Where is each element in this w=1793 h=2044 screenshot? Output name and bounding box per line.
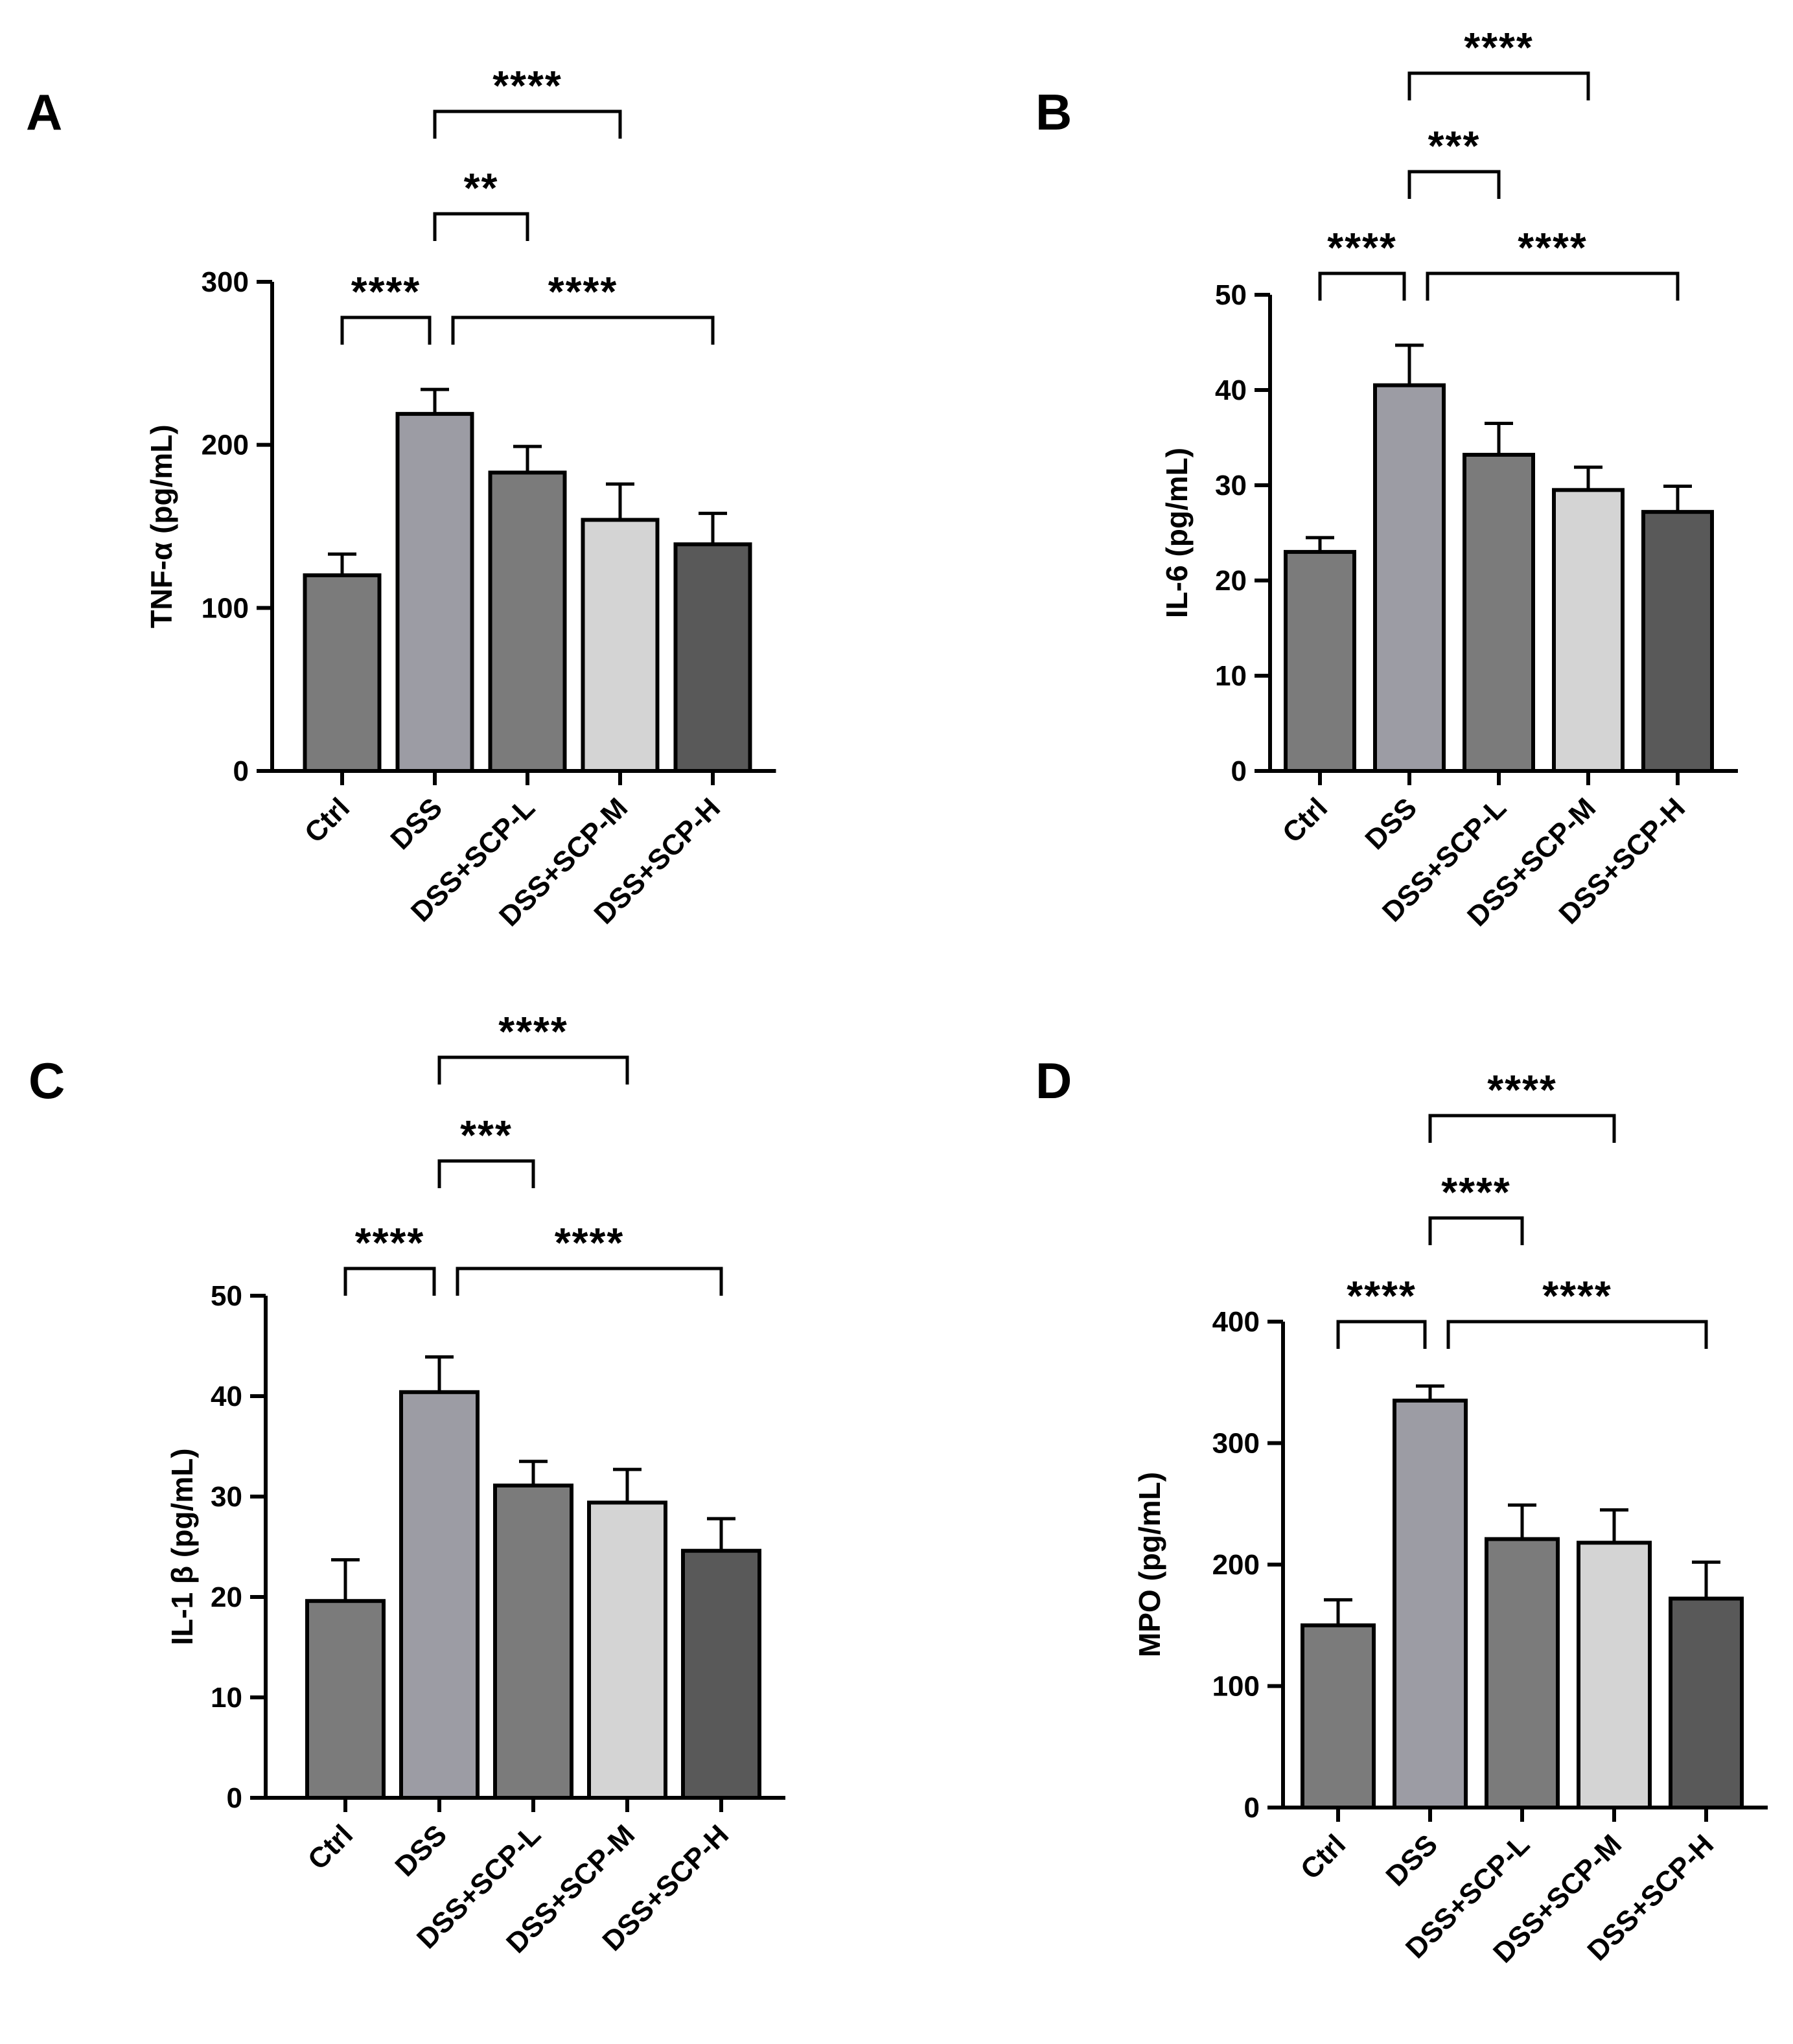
- y-tick-label: 200: [202, 430, 249, 461]
- y-tick-label: 20: [1215, 565, 1247, 597]
- y-tick-label: 200: [1212, 1549, 1260, 1581]
- category-label: Ctrl: [1277, 792, 1334, 849]
- category-label: DSS: [389, 1819, 453, 1883]
- bar-dss: [399, 1390, 480, 1800]
- significance-bracket: [343, 1267, 436, 1296]
- y-tick-label: 300: [1212, 1428, 1260, 1460]
- significance-label: ****: [1327, 224, 1397, 271]
- significance-bracket: [1428, 1216, 1524, 1245]
- y-axis-title: IL-6 (pg/mL): [1160, 448, 1194, 618]
- bar-dss: [395, 411, 474, 773]
- bar-dss-scp-m: [1577, 1541, 1652, 1809]
- significance-label: ****: [492, 62, 562, 109]
- significance-bracket: [451, 316, 715, 345]
- bar-ctrl: [305, 1599, 386, 1800]
- panel-letter: C: [29, 1052, 65, 1109]
- significance-bracket: [1407, 170, 1501, 199]
- significance-label: ****: [1464, 24, 1534, 71]
- y-tick-label: 100: [1212, 1671, 1260, 1703]
- bar-dss: [1393, 1398, 1468, 1809]
- bar-dss-scp-l: [488, 470, 567, 773]
- y-tick-label: 40: [211, 1381, 242, 1412]
- category-label: Ctrl: [302, 1819, 359, 1876]
- category-label: Ctrl: [1295, 1828, 1352, 1885]
- y-tick-label: 0: [233, 755, 249, 787]
- significance-label: ***: [460, 1112, 513, 1158]
- y-axis-title: IL-1 β (pg/mL): [165, 1448, 199, 1645]
- bar-dss-scp-m: [581, 518, 660, 774]
- category-label: DSS: [1380, 1828, 1444, 1892]
- significance-label: ****: [548, 268, 618, 315]
- bar-dss-scp-l: [493, 1483, 573, 1800]
- bar-dss-scp-l: [1485, 1537, 1560, 1809]
- y-axis-title: TNF-α (pg/mL): [145, 424, 178, 628]
- panel-letter: B: [1035, 84, 1072, 141]
- category-label: DSS: [1359, 792, 1423, 856]
- significance-label: **: [464, 165, 499, 211]
- significance-label: ****: [1518, 224, 1588, 271]
- y-tick-label: 20: [211, 1581, 242, 1613]
- y-tick-label: 50: [1215, 279, 1247, 311]
- bar-dss: [1373, 383, 1446, 773]
- significance-bracket: [340, 316, 432, 345]
- y-tick-label: 400: [1212, 1306, 1260, 1338]
- significance-label: ****: [1441, 1169, 1511, 1215]
- y-tick-label: 0: [227, 1782, 242, 1814]
- y-tick-label: 100: [202, 592, 249, 624]
- significance-bracket: [456, 1267, 723, 1296]
- significance-bracket: [1428, 1114, 1616, 1143]
- significance-bracket: [1318, 271, 1406, 301]
- y-tick-label: 30: [1215, 470, 1247, 501]
- y-tick-label: 50: [211, 1280, 242, 1312]
- y-tick-label: 30: [211, 1481, 242, 1513]
- bar-dss-scp-m: [1552, 488, 1625, 773]
- significance-label: ****: [1347, 1272, 1417, 1319]
- significance-label: ****: [355, 1219, 425, 1266]
- significance-label: ****: [1487, 1066, 1557, 1113]
- significance-bracket: [433, 109, 622, 139]
- significance-label: ***: [1428, 122, 1481, 169]
- bar-ctrl: [1301, 1623, 1376, 1809]
- significance-bracket: [437, 1055, 629, 1085]
- category-label: DSS: [384, 792, 448, 856]
- y-tick-label: 40: [1215, 374, 1247, 406]
- significance-bracket: [1426, 271, 1680, 301]
- significance-bracket: [1407, 71, 1590, 100]
- panel-letter: A: [26, 84, 62, 141]
- bar-ctrl: [1284, 549, 1356, 774]
- y-axis-title: MPO (pg/mL): [1133, 1472, 1166, 1657]
- y-tick-label: 10: [1215, 660, 1247, 692]
- y-tick-label: 300: [202, 266, 249, 298]
- significance-label: ****: [555, 1219, 625, 1266]
- y-tick-label: 0: [1231, 755, 1247, 787]
- significance-label: ****: [1542, 1272, 1612, 1319]
- bar-dss-scp-h: [673, 542, 752, 774]
- significance-bracket: [433, 212, 529, 241]
- category-label: Ctrl: [299, 792, 356, 849]
- significance-bracket: [1336, 1320, 1427, 1349]
- bar-dss-scp-h: [1669, 1596, 1744, 1809]
- bar-dss-scp-h: [681, 1548, 761, 1800]
- bar-dss-scp-m: [587, 1500, 667, 1800]
- significance-label: ****: [351, 268, 421, 315]
- bar-dss-scp-h: [1641, 510, 1714, 773]
- significance-label: ****: [498, 1008, 568, 1055]
- bar-dss-scp-l: [1463, 452, 1535, 774]
- bar-ctrl: [303, 573, 382, 773]
- significance-bracket: [437, 1159, 535, 1188]
- significance-bracket: [1446, 1320, 1708, 1349]
- panel-letter: D: [1035, 1052, 1072, 1109]
- y-tick-label: 10: [211, 1682, 242, 1714]
- y-tick-label: 0: [1244, 1792, 1260, 1824]
